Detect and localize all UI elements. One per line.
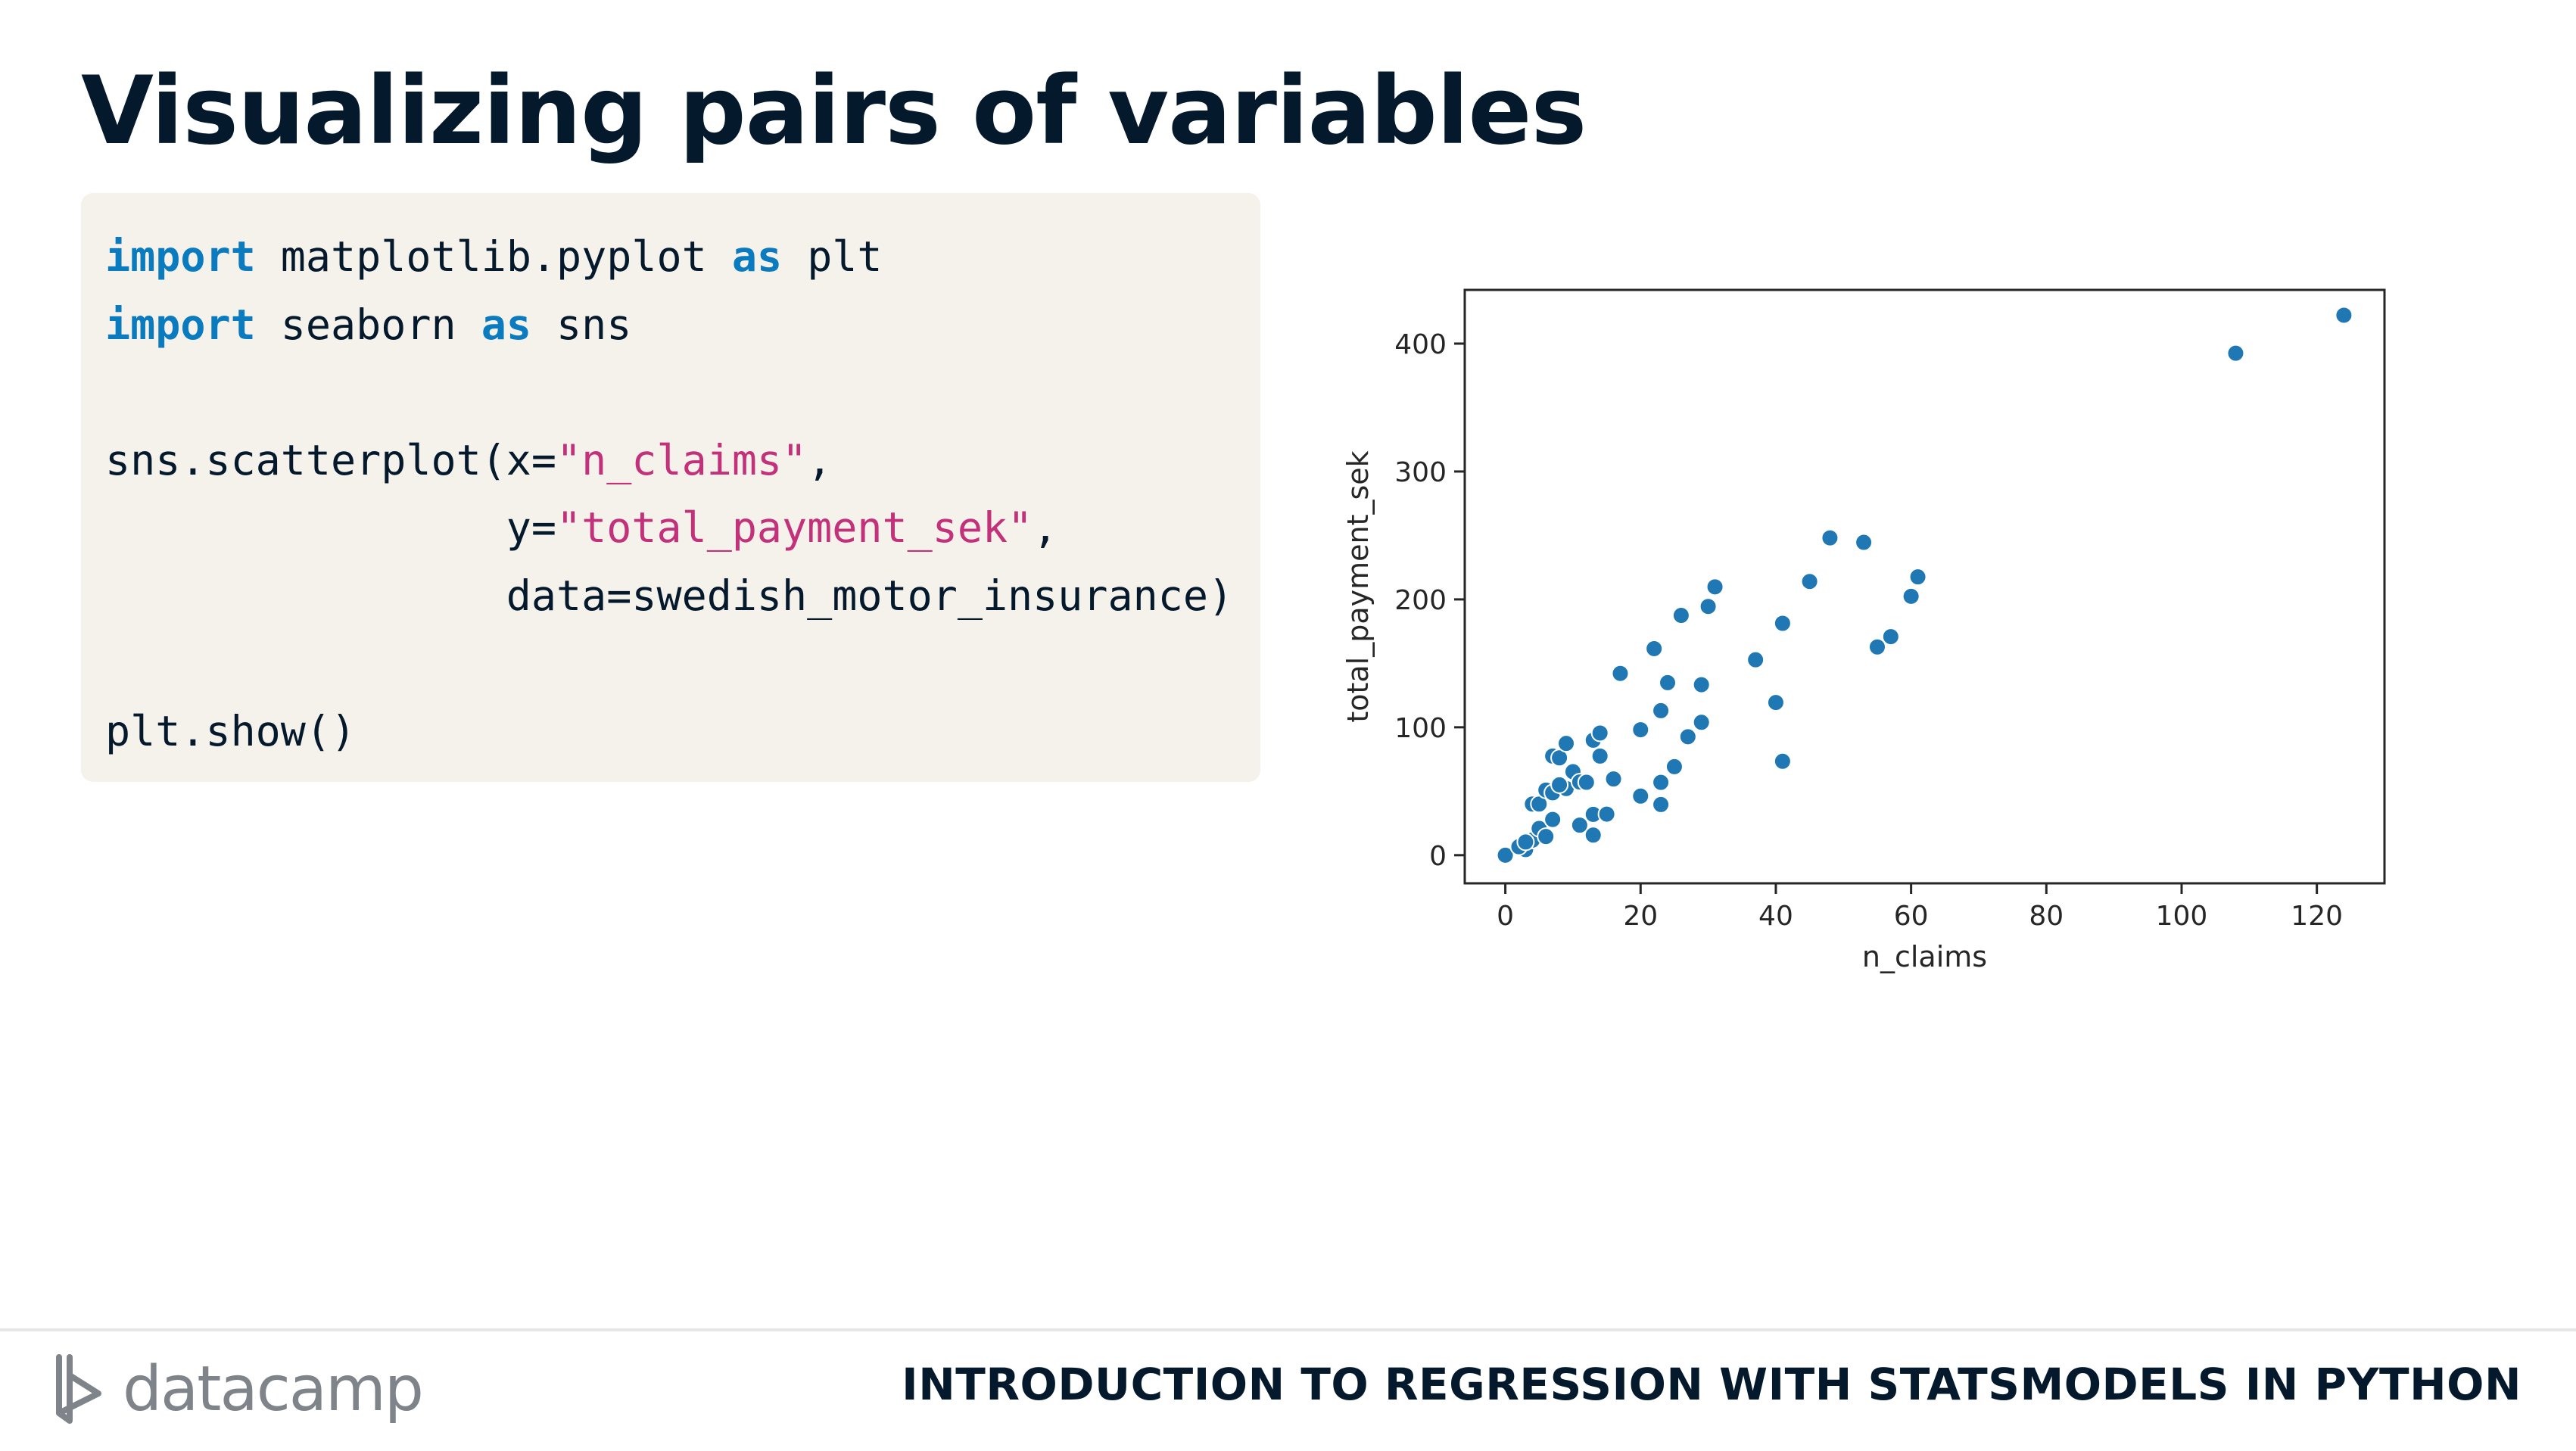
data-point	[1645, 639, 1664, 658]
data-point	[1671, 606, 1690, 625]
data-point	[1652, 795, 1671, 814]
y-tick-label: 100	[1394, 713, 1447, 744]
data-points	[1496, 306, 2353, 864]
data-point	[1692, 713, 1711, 732]
y-axis-ticks: 0 100 200 300 400	[1394, 329, 1465, 872]
data-point	[1773, 752, 1792, 771]
data-point	[1590, 746, 1609, 765]
data-point	[1652, 773, 1671, 792]
data-point	[1543, 810, 1562, 829]
x-tick-label: 0	[1497, 901, 1514, 932]
y-tick-label: 400	[1394, 329, 1447, 360]
code-string: "n_claims"	[556, 435, 808, 484]
code-block: import matplotlib.pyplot as plt import se…	[81, 193, 1260, 782]
code-keyword: import	[105, 300, 256, 349]
code-string: "total_payment_sek"	[556, 503, 1033, 552]
data-point	[1537, 827, 1556, 846]
code-line	[105, 630, 1260, 698]
data-point	[1746, 650, 1765, 669]
code-text: plt	[782, 232, 883, 281]
x-axis-ticks: 0 20 40 60 80 100 120	[1497, 883, 2343, 932]
data-point	[1570, 816, 1589, 835]
code-text: matplotlib.pyplot	[255, 232, 732, 281]
code-text: data=swedish_motor_insurance)	[105, 571, 1234, 620]
x-tick-label: 100	[2156, 901, 2208, 932]
data-point	[1597, 805, 1616, 824]
x-tick-label: 40	[1758, 901, 1793, 932]
code-line: y="total_payment_sek",	[105, 494, 1260, 562]
y-tick-label: 200	[1394, 585, 1447, 616]
data-point	[1550, 749, 1569, 768]
data-point	[1692, 675, 1711, 694]
code-line: sns.scatterplot(x="n_claims",	[105, 427, 1260, 495]
code-text: ,	[1033, 503, 1058, 552]
data-point	[1496, 845, 1515, 864]
footer-divider	[0, 1328, 2576, 1331]
data-point	[1867, 637, 1886, 656]
data-point	[1659, 673, 1677, 692]
code-text: ,	[807, 435, 833, 484]
x-tick-label: 60	[1894, 901, 1929, 932]
data-point	[1766, 693, 1785, 712]
datacamp-logo: datacamp	[51, 1351, 424, 1427]
x-tick-label: 120	[2291, 901, 2343, 932]
code-text: seaborn	[255, 300, 481, 349]
code-keyword: as	[731, 232, 783, 281]
code-line: import seaborn as sns	[105, 291, 1260, 360]
data-point	[1855, 533, 1874, 552]
code-line: data=swedish_motor_insurance)	[105, 562, 1260, 631]
y-tick-label: 300	[1394, 457, 1447, 488]
x-tick-label: 20	[1623, 901, 1658, 932]
data-point	[1631, 786, 1650, 805]
data-point	[1604, 770, 1623, 789]
data-point	[1652, 701, 1671, 720]
code-text: sns.scatterplot(x=	[105, 435, 557, 484]
data-point	[1821, 528, 1839, 547]
data-point	[1773, 614, 1792, 633]
datacamp-logo-icon	[56, 1354, 101, 1424]
data-point	[1584, 826, 1603, 845]
scatter-plot: 0 20 40 60 80 100 120 0 100 200 300 400 n_claims t…	[1341, 288, 2386, 973]
code-text: y=	[105, 503, 557, 552]
data-point	[2335, 306, 2353, 325]
x-tick-label: 80	[2029, 901, 2064, 932]
data-point	[1550, 775, 1569, 794]
data-point	[1577, 773, 1596, 792]
code-keyword: import	[105, 232, 256, 281]
plot-frame	[1463, 288, 2386, 885]
data-point	[1908, 568, 1927, 587]
slide-title: Visualizing pairs of variables	[81, 57, 1587, 166]
data-point	[1881, 627, 1900, 646]
code-line	[105, 359, 1260, 427]
data-point	[1631, 721, 1650, 740]
code-text: plt.show()	[105, 706, 357, 755]
data-point	[1705, 578, 1724, 596]
data-point	[1678, 727, 1697, 746]
data-point	[1800, 572, 1819, 591]
data-point	[2226, 344, 2245, 363]
data-point	[1699, 597, 1718, 616]
data-point	[1557, 734, 1576, 753]
logo-wordmark: datacamp	[123, 1353, 424, 1425]
course-title: INTRODUCTION TO REGRESSION WITH STATSMOD…	[902, 1359, 2521, 1410]
data-point	[1665, 757, 1684, 776]
code-line: import matplotlib.pyplot as plt	[105, 223, 1260, 291]
x-axis-label: n_claims	[1862, 940, 1987, 973]
data-point	[1516, 833, 1535, 852]
code-keyword: as	[481, 300, 531, 349]
data-point	[1902, 587, 1920, 606]
data-point	[1590, 724, 1609, 743]
data-point	[1611, 664, 1630, 683]
code-text: sns	[531, 300, 632, 349]
code-line: plt.show()	[105, 698, 1260, 766]
y-tick-label: 0	[1429, 841, 1447, 872]
y-axis-label: total_payment_sek	[1341, 450, 1375, 722]
